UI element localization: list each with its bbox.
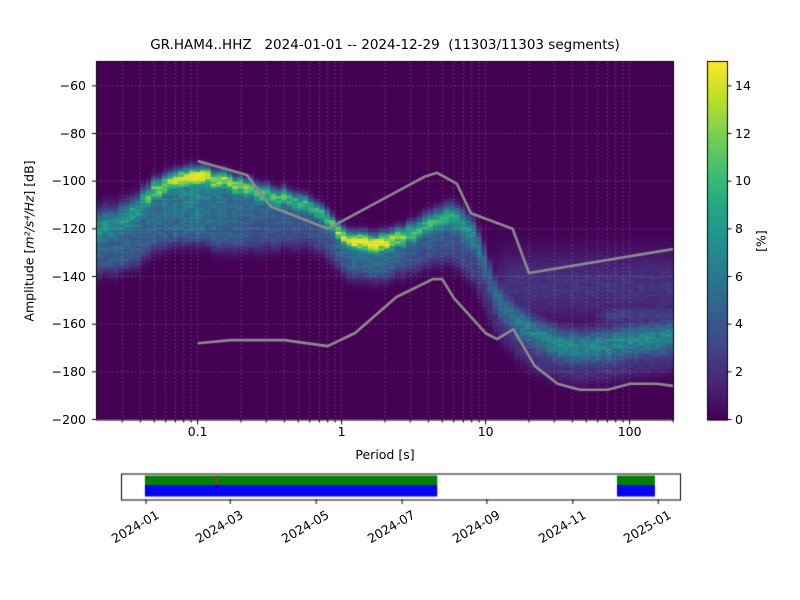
colorbar-tick-label: 0 bbox=[735, 411, 743, 427]
x-tick-label: 10 bbox=[477, 424, 494, 439]
x-tick-label: 100 bbox=[617, 424, 642, 439]
y-axis-label-prefix: Amplitude [ bbox=[21, 248, 37, 322]
y-tick-label: −120 bbox=[51, 220, 86, 236]
colorbar-tick-label: 2 bbox=[735, 363, 743, 379]
y-tick-label: −80 bbox=[59, 125, 86, 141]
colorbar-tick-label: 4 bbox=[735, 316, 743, 332]
colorbar-tick-label: 8 bbox=[735, 220, 743, 236]
x-tick-label: 0.1 bbox=[187, 424, 208, 439]
y-tick-label: −180 bbox=[51, 363, 86, 379]
plot-title: GR.HAM4..HHZ 2024-01-01 -- 2024-12-29 (1… bbox=[150, 37, 620, 53]
y-tick-label: −160 bbox=[51, 316, 86, 332]
y-tick-label: −60 bbox=[59, 77, 86, 93]
colorbar-tick-label: 10 bbox=[735, 173, 751, 189]
colorbar-tick-label: 14 bbox=[735, 77, 751, 93]
colorbar-label: [%] bbox=[753, 230, 769, 252]
colorbar-tick-label: 12 bbox=[735, 125, 751, 141]
y-tick-label: −200 bbox=[51, 411, 86, 427]
colorbar-tick-label: 6 bbox=[735, 268, 743, 284]
y-tick-label: −100 bbox=[51, 173, 86, 189]
x-tick-label: 1 bbox=[337, 424, 346, 439]
x-axis-label: Period [s] bbox=[355, 447, 415, 462]
y-tick-label: −140 bbox=[51, 268, 86, 284]
